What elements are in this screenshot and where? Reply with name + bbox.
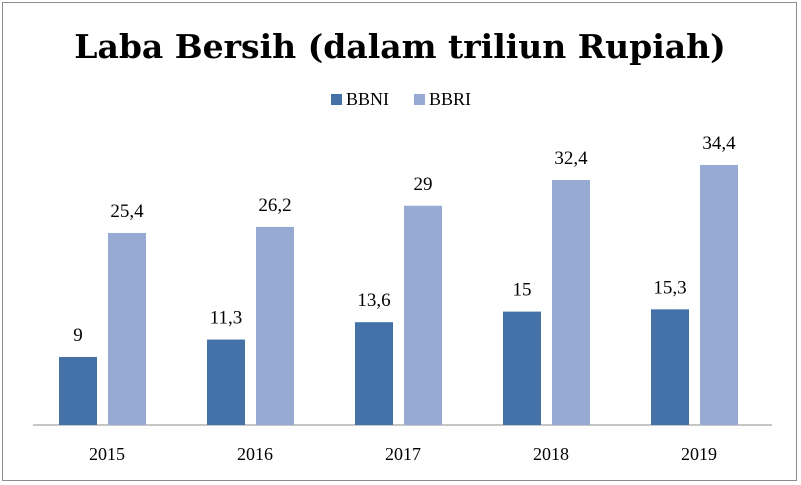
legend: BBNI BBRI — [331, 89, 471, 109]
data-label-bbri-2016: 26,2 — [258, 195, 291, 216]
chart-title: Laba Bersih (dalam triliun Rupiah) — [74, 27, 726, 66]
data-label-bbni-2019: 15,3 — [653, 277, 686, 298]
bar-bbni-2017 — [355, 322, 393, 425]
bar-bbni-2018 — [503, 311, 541, 425]
data-label-bbni-2016: 11,3 — [210, 308, 243, 329]
x-tick-label-2015: 2015 — [89, 444, 125, 464]
data-label-bbri-2019: 34,4 — [702, 133, 736, 154]
bar-bbri-2017 — [404, 205, 442, 425]
bar-bbri-2018 — [552, 180, 590, 425]
legend-swatch-bbni — [331, 94, 342, 105]
x-tick-label-2019: 2019 — [681, 444, 717, 464]
x-tick-label-2017: 2017 — [385, 444, 421, 464]
data-label-bbni-2017: 13,6 — [357, 290, 390, 311]
data-label-bbri-2017: 29 — [414, 174, 433, 195]
data-label-bbri-2015: 25,4 — [110, 201, 144, 222]
bar-bbri-2016 — [256, 226, 294, 425]
legend-swatch-bbri — [414, 94, 425, 105]
bar-bbni-2019 — [651, 309, 689, 425]
data-label-bbni-2018: 15 — [513, 280, 532, 301]
legend-label-bbri: BBRI — [429, 89, 471, 109]
legend-label-bbni: BBNI — [346, 89, 389, 109]
x-tick-label-2016: 2016 — [237, 444, 273, 464]
data-label-bbni-2015: 9 — [73, 325, 83, 346]
bar-bbni-2015 — [59, 356, 97, 425]
data-label-bbri-2018: 32,4 — [554, 148, 588, 169]
bar-bbri-2015 — [108, 232, 146, 425]
x-tick-label-2018: 2018 — [533, 444, 569, 464]
bar-bbni-2016 — [207, 339, 245, 425]
bar-bbri-2019 — [700, 164, 738, 425]
